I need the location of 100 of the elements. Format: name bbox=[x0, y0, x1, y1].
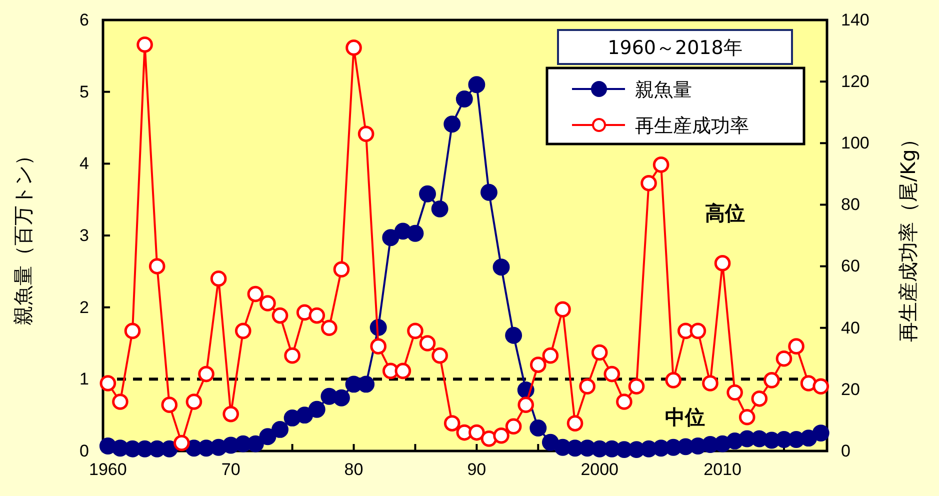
y2-tick-label: 100 bbox=[841, 134, 870, 153]
point bbox=[616, 394, 632, 410]
point bbox=[234, 322, 252, 340]
x-tick-label: 2010 bbox=[704, 460, 742, 480]
y-tick-label: 6 bbox=[80, 10, 89, 30]
point bbox=[505, 326, 522, 344]
point bbox=[333, 261, 350, 278]
point bbox=[431, 200, 448, 218]
point bbox=[468, 76, 486, 94]
point bbox=[419, 185, 436, 202]
point bbox=[124, 322, 141, 340]
point bbox=[530, 420, 547, 436]
point bbox=[148, 258, 166, 274]
point bbox=[370, 338, 386, 354]
point bbox=[161, 396, 178, 413]
point bbox=[714, 255, 731, 272]
point bbox=[346, 40, 362, 56]
point bbox=[726, 384, 743, 401]
y-tick-label: 1 bbox=[80, 370, 89, 389]
point bbox=[702, 375, 718, 392]
x-tick-label: 2000 bbox=[580, 460, 619, 480]
point bbox=[222, 406, 239, 422]
y-tick-label: 3 bbox=[80, 226, 89, 245]
point bbox=[468, 424, 485, 441]
y2-tick-label: 140 bbox=[841, 10, 870, 30]
y-tick-label: 5 bbox=[80, 82, 89, 102]
point bbox=[566, 415, 584, 432]
y2-tick-label: 20 bbox=[841, 380, 860, 399]
point bbox=[591, 344, 608, 361]
point bbox=[456, 90, 473, 108]
point bbox=[652, 156, 670, 173]
point bbox=[751, 390, 768, 407]
legend-label: 再生産成功率 bbox=[635, 115, 749, 137]
point bbox=[690, 322, 706, 340]
y2-tick-label: 120 bbox=[841, 72, 870, 92]
point bbox=[800, 375, 817, 392]
point bbox=[493, 427, 510, 444]
point bbox=[198, 366, 214, 382]
point bbox=[259, 428, 276, 446]
point bbox=[480, 184, 498, 201]
y2-axis-title: 再生産成功率（尾/Kg） bbox=[896, 129, 920, 342]
point bbox=[444, 415, 460, 432]
point bbox=[492, 258, 510, 276]
annotation: 中位 bbox=[665, 405, 705, 429]
point bbox=[604, 366, 620, 382]
point bbox=[260, 295, 276, 312]
point bbox=[432, 347, 448, 364]
point bbox=[358, 376, 375, 393]
x-tick-label: 70 bbox=[221, 460, 240, 480]
y2-tick-label: 80 bbox=[841, 195, 860, 214]
point bbox=[100, 375, 116, 392]
point bbox=[812, 378, 830, 394]
point bbox=[174, 434, 190, 452]
annotation: 高位 bbox=[705, 201, 745, 225]
point bbox=[272, 420, 288, 438]
point bbox=[406, 224, 424, 242]
point bbox=[272, 307, 288, 324]
point bbox=[321, 320, 338, 336]
legend-label: 親魚量 bbox=[635, 79, 692, 101]
point bbox=[308, 307, 326, 324]
point bbox=[505, 418, 522, 435]
y2-tick-label: 0 bbox=[841, 441, 850, 460]
point bbox=[788, 338, 804, 354]
point bbox=[640, 175, 657, 192]
point bbox=[247, 286, 264, 302]
point bbox=[136, 36, 153, 53]
point bbox=[284, 347, 300, 364]
point bbox=[394, 362, 412, 380]
x-tick-label: 90 bbox=[467, 460, 486, 480]
y-tick-label: 4 bbox=[80, 154, 89, 174]
y-tick-label: 0 bbox=[80, 441, 89, 460]
point bbox=[628, 378, 645, 394]
point bbox=[444, 116, 461, 133]
point bbox=[296, 406, 314, 424]
legend-title: 1960～2018年 bbox=[608, 37, 742, 59]
x-tick-label: 1960 bbox=[89, 460, 127, 480]
point bbox=[407, 322, 424, 340]
y2-tick-label: 40 bbox=[841, 318, 860, 338]
point bbox=[579, 378, 596, 394]
point bbox=[112, 394, 128, 410]
point bbox=[518, 396, 534, 413]
point bbox=[480, 430, 498, 447]
point bbox=[186, 394, 202, 410]
point bbox=[358, 126, 374, 142]
y-axis-title: 親魚量（百万トン） bbox=[11, 146, 35, 326]
y-tick-label: 2 bbox=[80, 298, 89, 317]
point bbox=[382, 229, 400, 246]
point bbox=[308, 400, 326, 418]
point bbox=[738, 408, 756, 426]
y2-tick-label: 60 bbox=[841, 256, 860, 276]
point bbox=[554, 301, 571, 318]
point bbox=[776, 350, 792, 367]
point bbox=[332, 389, 350, 406]
point bbox=[419, 335, 436, 352]
point bbox=[812, 424, 830, 442]
point bbox=[764, 372, 780, 388]
point bbox=[665, 372, 682, 388]
point bbox=[530, 356, 546, 373]
point bbox=[210, 270, 227, 287]
point bbox=[542, 347, 559, 364]
